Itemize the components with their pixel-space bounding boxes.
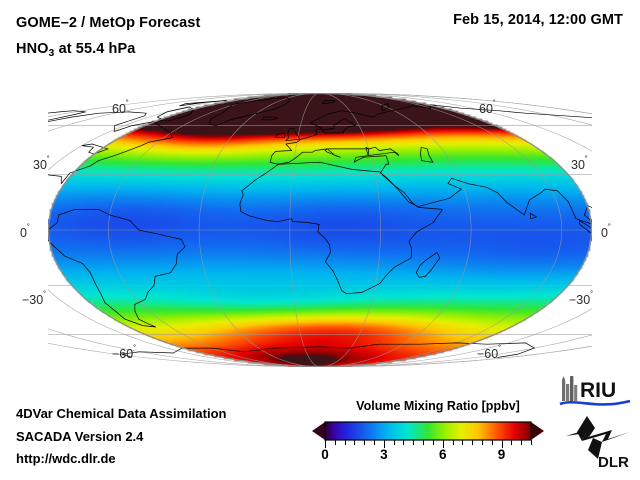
colorbar-minor-tick xyxy=(462,440,464,445)
colorbar-minor-tick xyxy=(521,440,523,445)
species-title: HNO3 at 55.4 hPa xyxy=(16,38,200,62)
colorbar-major-tick xyxy=(325,440,327,448)
riu-wave-icon xyxy=(559,399,631,406)
world-map-mollweide xyxy=(48,93,592,367)
footer-line-3: http://wdc.dlr.de xyxy=(16,451,116,466)
lat-label-right-30: 30˚ xyxy=(571,155,588,173)
map-outline xyxy=(48,93,592,367)
coastlines xyxy=(48,97,592,358)
riu-logo: RIU xyxy=(559,376,631,406)
footer-line-2: SACADA Version 2.4 xyxy=(16,428,144,444)
colorbar-minor-tick xyxy=(413,440,415,445)
colorbar-minor-tick xyxy=(344,440,346,445)
colorbar-minor-tick xyxy=(393,440,395,445)
lat-label-right-m60: −60˚ xyxy=(477,344,502,362)
lat-label-left-0: 0˚ xyxy=(20,223,30,241)
colorbar-major-tick xyxy=(383,440,386,448)
colorbar-minor-tick xyxy=(334,440,336,445)
lat-label-left-m60: −60˚ xyxy=(112,344,137,362)
colorbar-label-3: 3 xyxy=(380,447,388,462)
colorbar-minor-tick xyxy=(531,440,532,445)
colorbar-minor-tick xyxy=(511,440,513,445)
lat-label-right-m30: −30˚ xyxy=(569,290,594,308)
lat-label-left-30: 30˚ xyxy=(33,155,50,173)
colorbar-minor-tick xyxy=(423,440,425,445)
colorbar-minor-tick xyxy=(354,440,356,445)
riu-buildings-icon xyxy=(562,376,578,401)
colorbar-label-6: 6 xyxy=(438,447,447,462)
colorbar-minor-tick xyxy=(481,440,483,445)
colorbar-major-tick xyxy=(442,440,445,448)
colorbar-minor-tick xyxy=(491,440,493,445)
riu-wordmark: RIU xyxy=(580,379,616,402)
colorbar-ticks xyxy=(312,440,544,449)
species-prefix: HNO xyxy=(16,41,49,57)
colorbar-gradient xyxy=(312,421,544,441)
timestamp: Feb 15, 2014, 12:00 GMT xyxy=(453,12,623,28)
lat-label-right-60: 60˚ xyxy=(479,99,496,117)
colorbar-minor-tick xyxy=(403,440,405,445)
species-subscript: 3 xyxy=(48,48,55,59)
colorbar-title: Volume Mixing Ratio [ppbv] xyxy=(356,399,520,413)
colorbar-major-tick xyxy=(501,440,503,448)
colorbar-label-0: 0 xyxy=(321,447,329,462)
colorbar-minor-tick xyxy=(452,440,454,445)
lat-label-left-60: 60˚ xyxy=(112,99,129,117)
species-level: at 55.4 hPa xyxy=(54,41,136,57)
instrument-title: GOME–2 / MetOp Forecast xyxy=(16,15,201,31)
footer-line-1: 4DVar Chemical Data Assimilation xyxy=(16,406,227,421)
dlr-logo: DLR xyxy=(566,416,630,471)
footer-text-block: 4DVar Chemical Data Assimilation SACADA … xyxy=(16,403,227,471)
colorbar-minor-tick xyxy=(472,440,474,445)
header-left: GOME–2 / MetOp Forecast HNO3 at 55.4 hPa xyxy=(16,12,200,62)
colorbar xyxy=(312,419,544,443)
colorbar-minor-tick xyxy=(432,440,434,445)
dlr-mark-icon xyxy=(566,416,630,459)
colorbar-label-9: 9 xyxy=(497,447,506,462)
map-panel xyxy=(48,93,592,367)
dlr-wordmark: DLR xyxy=(598,454,629,471)
graticule xyxy=(48,93,592,367)
lat-label-left-m30: −30˚ xyxy=(22,290,47,308)
colorbar-minor-tick xyxy=(374,440,376,445)
colorbar-minor-tick xyxy=(364,440,366,445)
lat-label-right-0: 0˚ xyxy=(601,223,611,241)
